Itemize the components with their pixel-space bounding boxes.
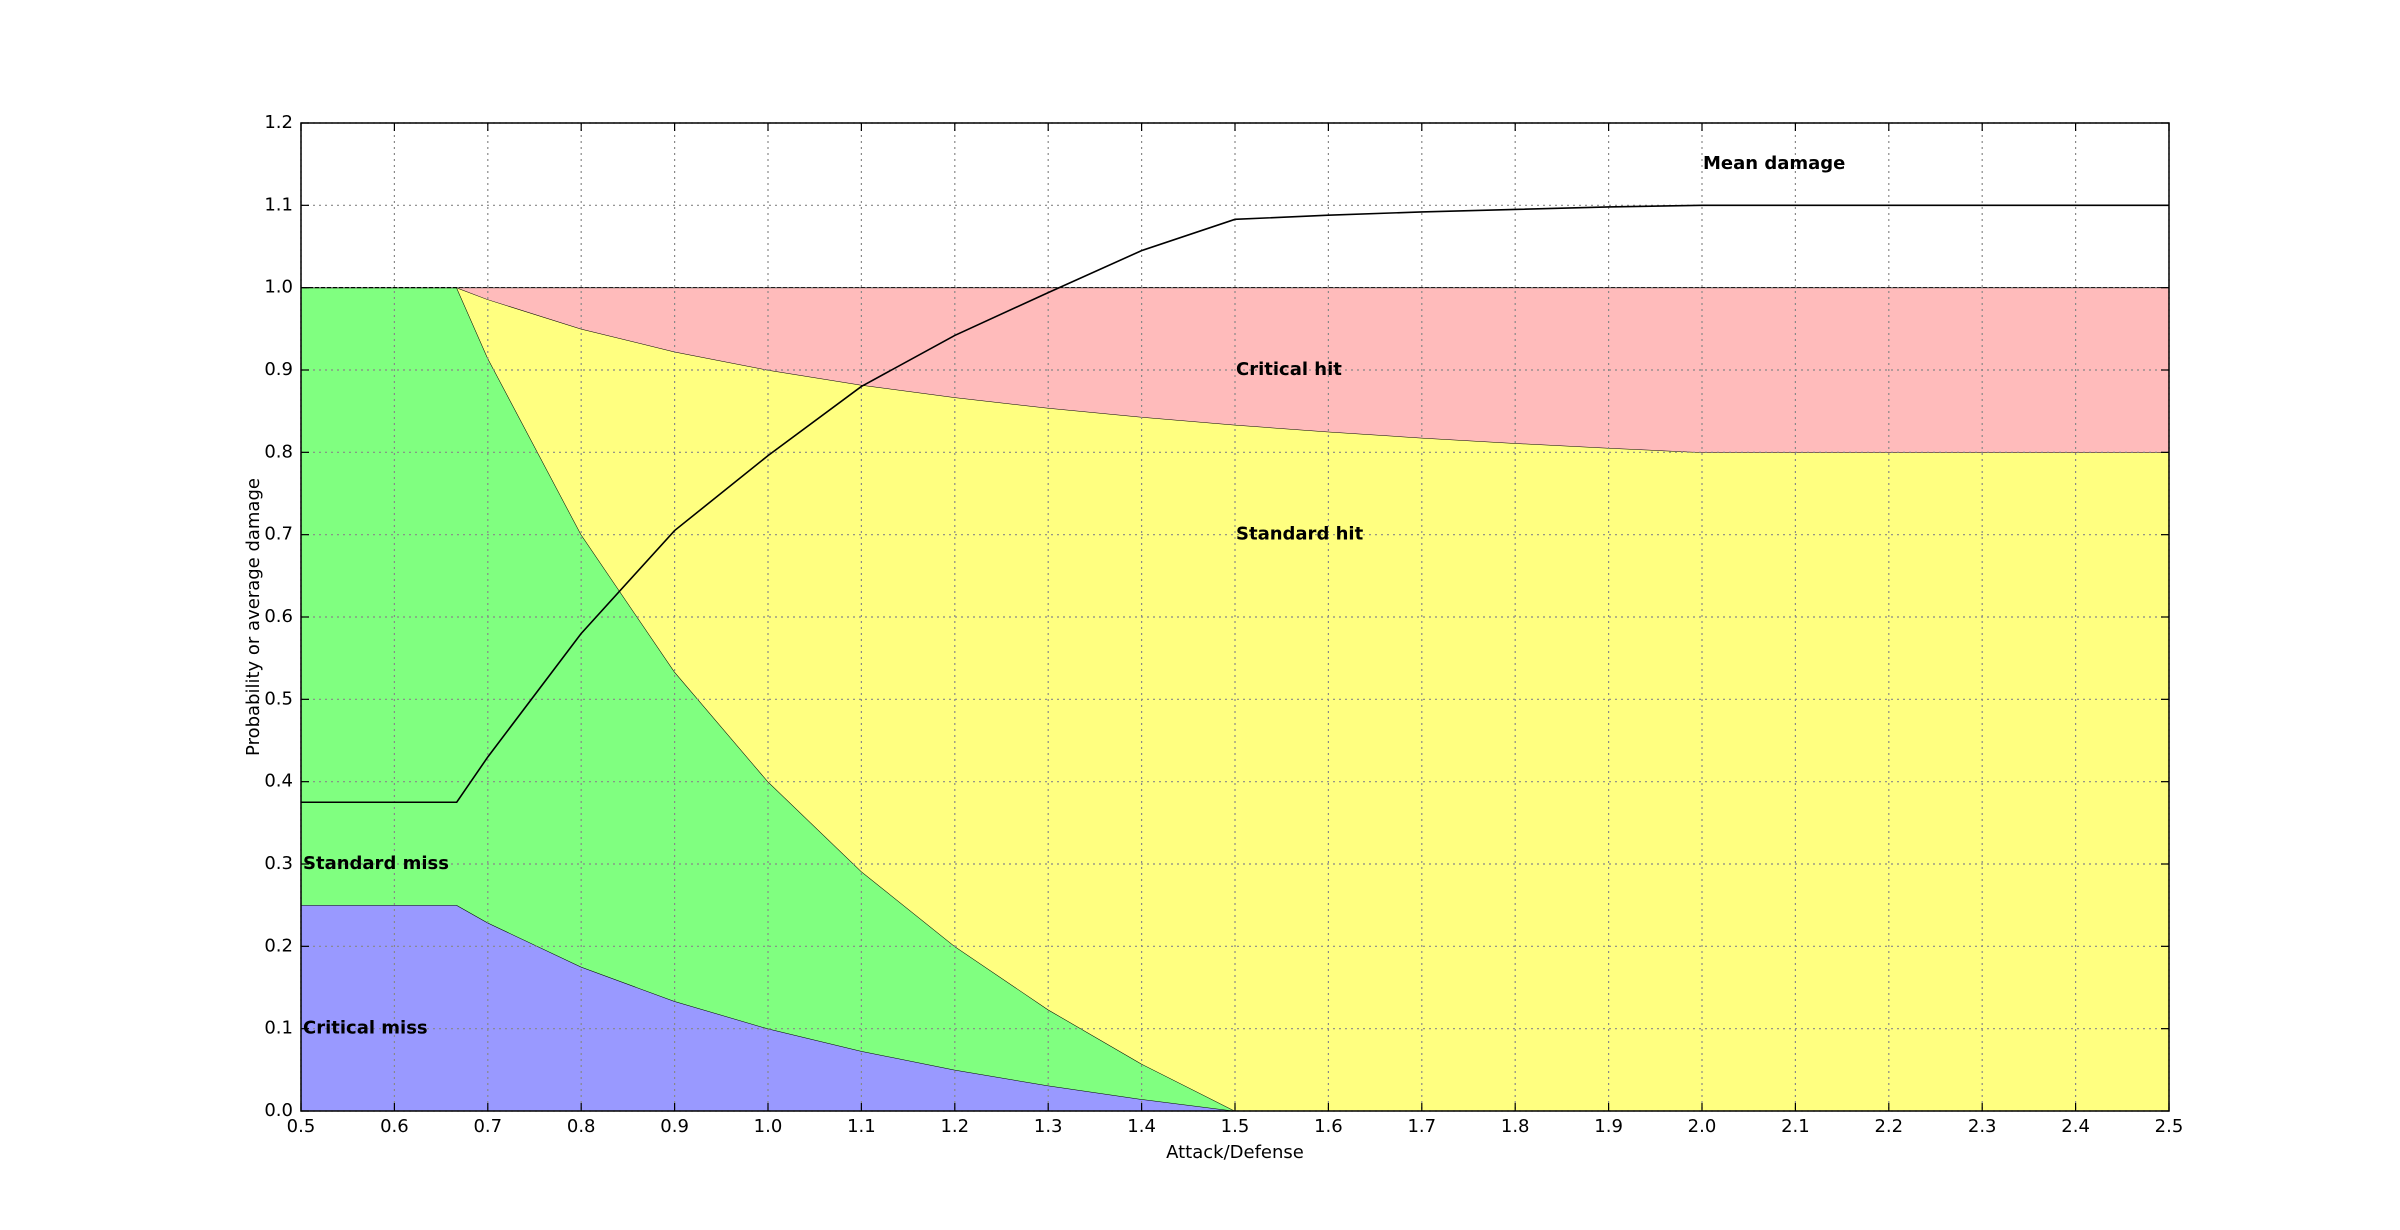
x-tick-label: 2.4 [2061, 1116, 2090, 1137]
y-tick-label: 0.0 [264, 1100, 293, 1121]
x-tick-label: 1.0 [754, 1116, 783, 1137]
y-tick-label: 0.9 [264, 359, 293, 380]
x-tick-label: 1.6 [1314, 1116, 1343, 1137]
y-tick-label: 0.5 [264, 688, 293, 709]
x-tick-label: 1.8 [1501, 1116, 1530, 1137]
x-tick-label: 1.3 [1034, 1116, 1063, 1137]
y-tick-label: 1.1 [264, 194, 293, 215]
y-tick-label: 0.3 [264, 853, 293, 874]
y-tick-label: 0.2 [264, 935, 293, 956]
series-label: Standard hit [1236, 524, 1364, 545]
x-tick-label: 1.1 [847, 1116, 876, 1137]
area [301, 287, 2169, 1112]
x-tick-label: 0.8 [567, 1116, 596, 1137]
y-tick-label: 1.0 [264, 277, 293, 298]
y-tick-label: 0.7 [264, 524, 293, 545]
x-tick-label: 2.1 [1781, 1116, 1810, 1137]
series-label: Mean damage [1703, 153, 1845, 174]
series-label: Standard miss [303, 853, 449, 874]
line [301, 204, 2169, 804]
y-tick-label: 0.6 [264, 606, 293, 627]
series-label: Critical miss [303, 1018, 428, 1039]
x-tick-label: 2.2 [1874, 1116, 1903, 1137]
x-tick-label: 2.5 [2155, 1116, 2184, 1137]
x-tick-label: 0.7 [473, 1116, 502, 1137]
y-tick-label: 0.1 [264, 1018, 293, 1039]
x-axis-label: Attack/Defense [1166, 1142, 1304, 1163]
x-tick-label: 2.3 [1968, 1116, 1997, 1137]
x-tick-label: 2.0 [1688, 1116, 1717, 1137]
series-label: Critical hit [1236, 359, 1342, 380]
y-tick-label: 0.4 [264, 771, 293, 792]
y-axis-label: Probability or average damage [243, 478, 264, 756]
x-tick-label: 1.9 [1594, 1116, 1623, 1137]
x-tick-label: 0.6 [380, 1116, 409, 1137]
x-tick-label: 1.4 [1127, 1116, 1156, 1137]
x-tick-label: 1.5 [1221, 1116, 1250, 1137]
x-tick-label: 0.5 [287, 1116, 316, 1137]
y-tick-label: 1.2 [264, 112, 293, 133]
y-tick-label: 0.8 [264, 441, 293, 462]
x-tick-label: 1.7 [1407, 1116, 1436, 1137]
x-tick-label: 1.2 [940, 1116, 969, 1137]
x-tick-label: 0.9 [660, 1116, 689, 1137]
